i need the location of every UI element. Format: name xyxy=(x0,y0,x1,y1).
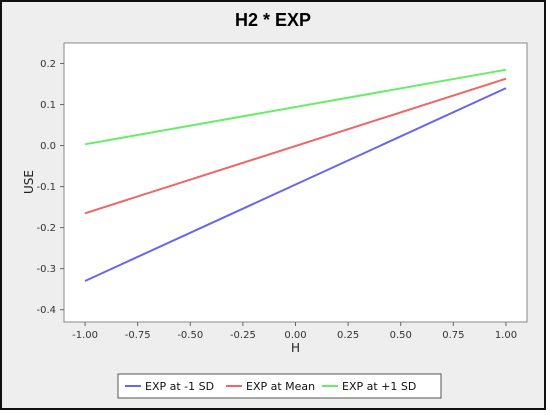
x-tick-label: -0.75 xyxy=(125,330,151,341)
series-lines xyxy=(84,68,507,282)
series-line-2 xyxy=(84,77,507,215)
y-tick-label: -0.2 xyxy=(36,223,56,234)
y-tick-label: -0.4 xyxy=(36,305,56,316)
x-tick-label: 0.75 xyxy=(442,330,464,341)
x-tick-label: 0.00 xyxy=(284,330,306,341)
x-tick-label: -0.50 xyxy=(177,330,203,341)
series-line-1 xyxy=(84,87,507,282)
x-tick-label: -0.25 xyxy=(230,330,256,341)
x-tick-label: 1.00 xyxy=(495,330,517,341)
y-tick-label: 0.0 xyxy=(40,141,56,152)
chart-title: H2 * EXP xyxy=(234,10,312,30)
legend-label-1: EXP at -1 SD xyxy=(145,380,214,393)
x-axis-ticks: -1.00 -0.75 -0.50 -0.25 0.00 0.25 0.50 0.75 1.00 xyxy=(72,322,517,341)
y-axis-ticks: -0.4 -0.3 -0.2 -0.1 0.0 0.1 0.2 xyxy=(36,59,64,316)
x-tick-label: 0.50 xyxy=(390,330,412,341)
y-tick-label: -0.1 xyxy=(36,182,56,193)
legend-box xyxy=(117,373,442,399)
legend-label-2: EXP at Mean xyxy=(246,380,315,393)
y-axis-label: USE xyxy=(22,170,36,194)
series-line-3 xyxy=(84,68,507,146)
legend: EXP at -1 SD EXP at Mean EXP at +1 SD xyxy=(117,373,442,399)
y-tick-label: 0.2 xyxy=(40,59,56,70)
x-axis-label: H xyxy=(291,341,300,355)
plot-area xyxy=(63,42,528,323)
y-tick-label: -0.3 xyxy=(36,264,56,275)
y-tick-label: 0.1 xyxy=(40,100,56,111)
x-tick-label: -1.00 xyxy=(72,330,98,341)
legend-label-3: EXP at +1 SD xyxy=(342,380,416,393)
x-tick-label: 0.25 xyxy=(337,330,359,341)
